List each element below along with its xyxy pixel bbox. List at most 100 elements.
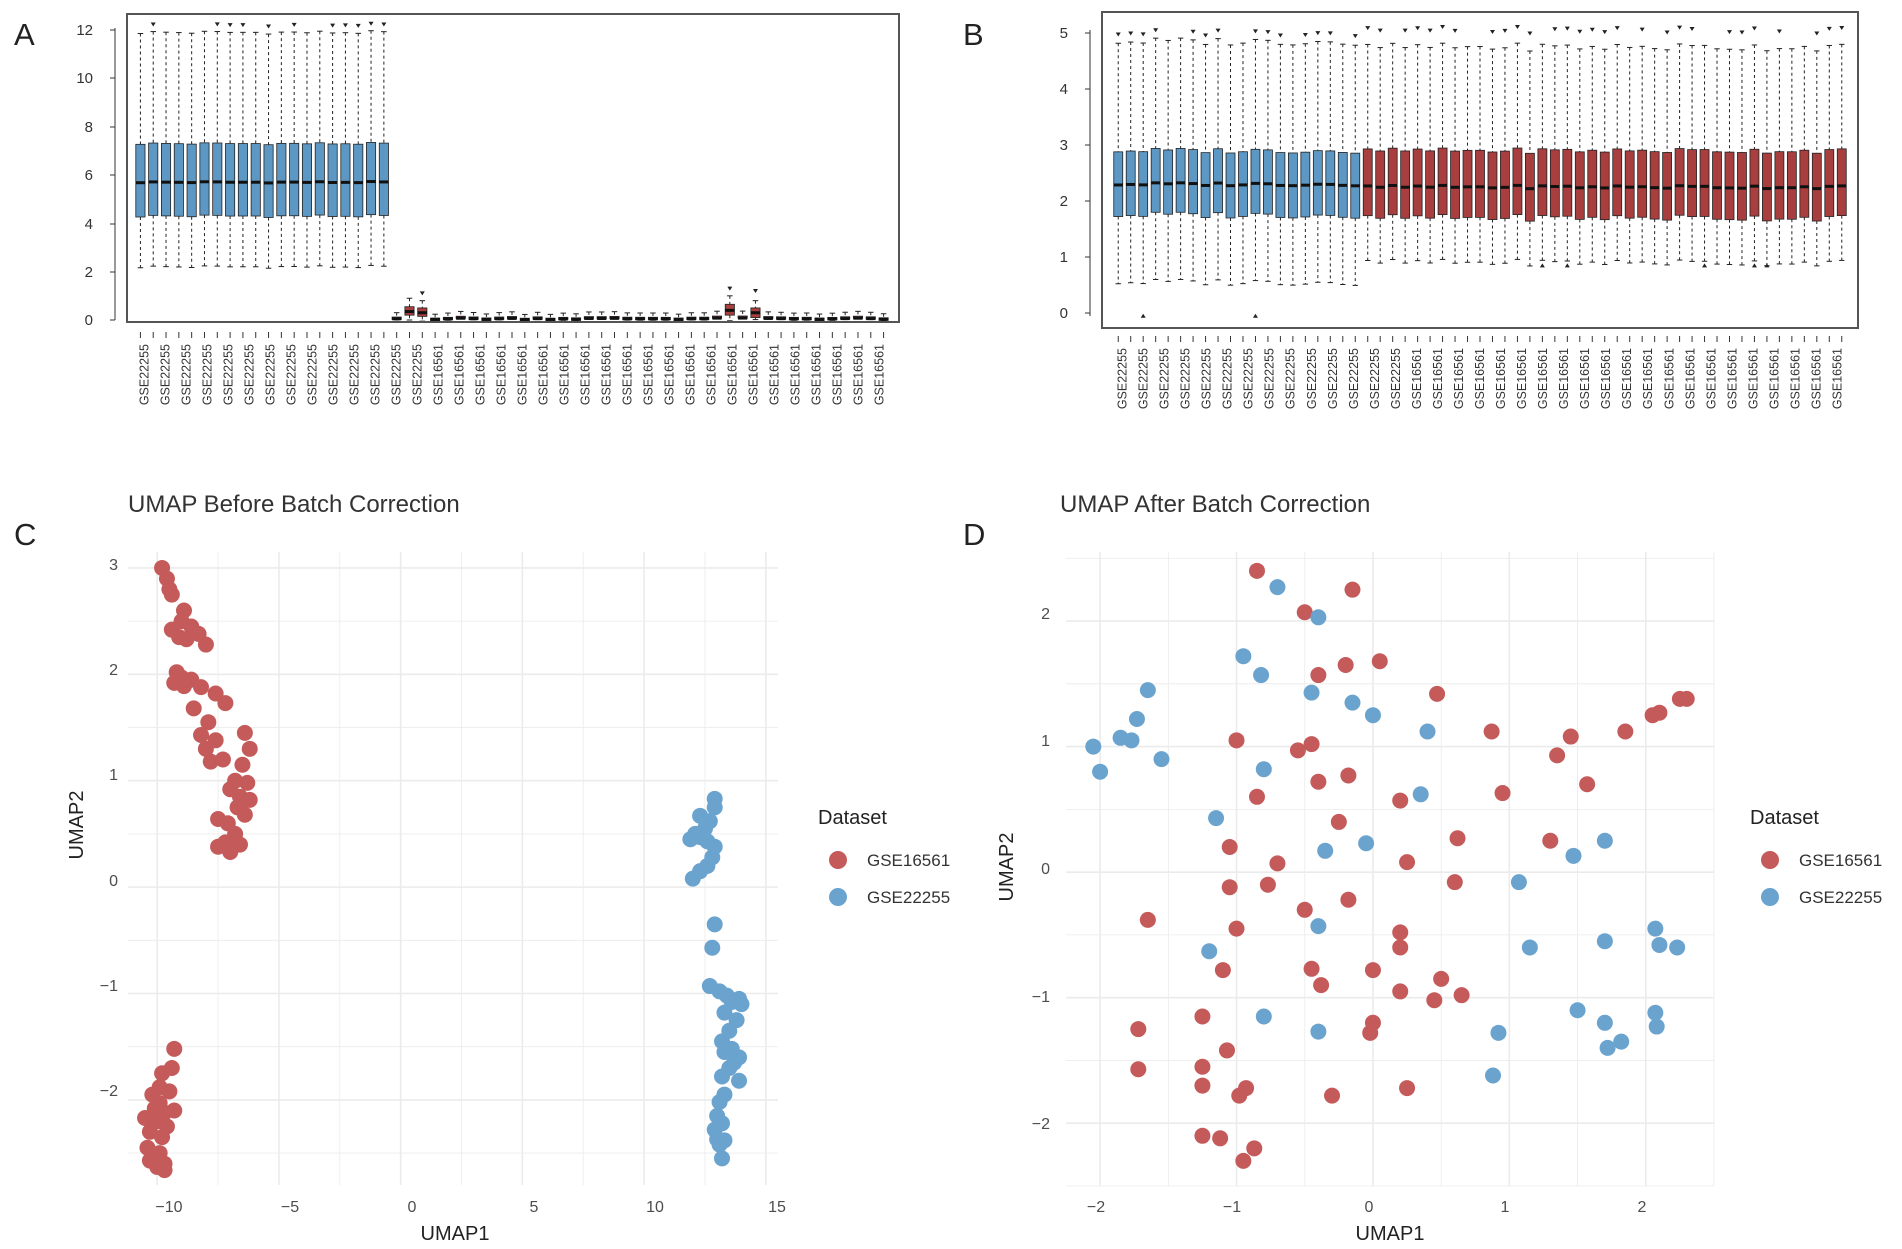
point-gse22255 (1412, 786, 1429, 803)
x-category-label: GSE16561 (1431, 348, 1445, 409)
point-gse22255 (1599, 1039, 1616, 1056)
panel-c-legend-label: GSE22255 (867, 888, 950, 907)
panel-d-grid (1066, 552, 1715, 1187)
point-gse16561 (1562, 728, 1579, 745)
panel-a-x-labels: GSE22255 GSE22255 GSE22255 GSE22255 GSE22255… (138, 332, 887, 405)
point-gse22255 (1344, 694, 1361, 711)
point-gse16561 (1579, 776, 1596, 793)
box-gse16561 (1400, 150, 1411, 219)
box-outlier (1826, 26, 1832, 31)
x-category-label: GSE16561 (432, 344, 446, 405)
point-gse22255 (1255, 761, 1272, 778)
point-gse16561 (1330, 813, 1347, 830)
panel-d-ytick: 2 (1041, 606, 1050, 623)
box-outlier (1153, 28, 1159, 33)
box-outlier (227, 23, 233, 28)
box-gse22255 (1150, 148, 1161, 213)
point-gse16561 (1549, 747, 1566, 764)
x-category-label: GSE22255 (243, 344, 257, 405)
box-gse22255 (289, 142, 300, 217)
panel-d-legend-label: GSE16561 (1799, 851, 1882, 870)
box-gse22255 (250, 143, 261, 217)
point-gse22255 (1484, 1067, 1501, 1084)
x-category-label: GSE22255 (1389, 348, 1403, 409)
box-gse16561 (1412, 148, 1423, 217)
point-gse16561 (161, 1083, 178, 1100)
point-gse22255 (1651, 936, 1668, 953)
point-gse16561 (1221, 879, 1238, 896)
point-gse16561 (1248, 788, 1265, 805)
box-outlier (381, 22, 387, 27)
point-gse22255 (1490, 1024, 1507, 1041)
panel-a-ytick: 0 (85, 312, 93, 329)
point-gse22255 (682, 831, 699, 848)
point-gse22255 (1253, 667, 1270, 684)
x-category-label: GSE22255 (1221, 348, 1235, 409)
x-category-label: GSE22255 (1326, 348, 1340, 409)
panel-c-letter: C (14, 517, 36, 552)
box-outlier (1564, 263, 1570, 268)
x-category-label: GSE16561 (1683, 348, 1697, 409)
point-gse16561 (1221, 839, 1238, 856)
x-category-label: GSE22255 (390, 344, 404, 405)
box-outlier (291, 22, 297, 27)
box-gse16561 (1699, 149, 1710, 217)
box-outlier (240, 23, 246, 28)
box-gse16561 (1737, 152, 1747, 221)
box-outlier (1277, 33, 1283, 38)
panel-c-points (137, 559, 750, 1179)
point-gse16561 (1296, 901, 1313, 918)
point-gse22255 (716, 1004, 733, 1021)
panel-c-grid (128, 552, 778, 1185)
box-outlier (1776, 29, 1782, 34)
box-outlier (1327, 31, 1333, 36)
x-category-label: GSE16561 (1704, 348, 1718, 409)
point-gse16561 (222, 844, 239, 861)
panel-a-ytick: 12 (76, 22, 93, 39)
point-gse22255 (1201, 943, 1218, 960)
box-gse22255 (1250, 148, 1261, 214)
point-gse22255 (1613, 1033, 1630, 1050)
box-gse22255 (366, 142, 377, 216)
box-gse16561 (1749, 148, 1760, 217)
point-gse16561 (137, 1109, 154, 1126)
point-gse22255 (1123, 732, 1140, 749)
panel-a-ytick: 4 (85, 216, 93, 233)
box-gse22255 (161, 143, 172, 217)
panel-b-y-axis: 0 1 2 3 4 5 (1060, 25, 1091, 322)
panel-d-legend-key-gse16561 (1761, 851, 1779, 869)
panel-d-xtick: −2 (1087, 1199, 1105, 1216)
point-gse16561 (1364, 962, 1381, 979)
panel-c-legend-key-gse16561 (829, 851, 847, 869)
point-gse22255 (1419, 723, 1436, 740)
point-gse16561 (1449, 830, 1466, 847)
x-category-label: GSE16561 (663, 344, 677, 405)
box-outlier (1564, 26, 1570, 31)
x-category-label: GSE22255 (1305, 348, 1319, 409)
panel-c-legend-key-gse22255 (829, 888, 847, 906)
x-category-label: GSE16561 (621, 344, 635, 405)
point-gse22255 (1208, 810, 1225, 827)
box-gse22255 (327, 143, 338, 217)
point-gse22255 (1085, 738, 1102, 755)
box-outlier (368, 21, 374, 26)
box-gse16561 (1637, 149, 1648, 218)
panel-c-ytick-labels: −2 −1 0 1 2 3 (100, 557, 118, 1100)
panel-c-xtick: 15 (768, 1199, 786, 1216)
point-gse22255 (1128, 710, 1145, 727)
box-outlier (1365, 26, 1371, 31)
box-outlier (1302, 32, 1308, 37)
box-gse22255 (1213, 148, 1223, 214)
point-gse22255 (1569, 1002, 1586, 1019)
panel-c-y-axis-label: UMAP2 (66, 791, 88, 860)
box-outlier (1377, 28, 1383, 33)
x-category-label: GSE22255 (1284, 348, 1298, 409)
x-category-label: GSE16561 (1578, 348, 1592, 409)
panel-d-ytick: 1 (1041, 733, 1050, 750)
panel-a-y-axis: 0 2 4 6 8 10 12 (76, 22, 116, 329)
point-gse16561 (1617, 723, 1634, 740)
box-outlier (1764, 263, 1770, 268)
panel-b-ytick: 0 (1060, 305, 1068, 322)
panel-b-ytick: 5 (1060, 25, 1068, 42)
